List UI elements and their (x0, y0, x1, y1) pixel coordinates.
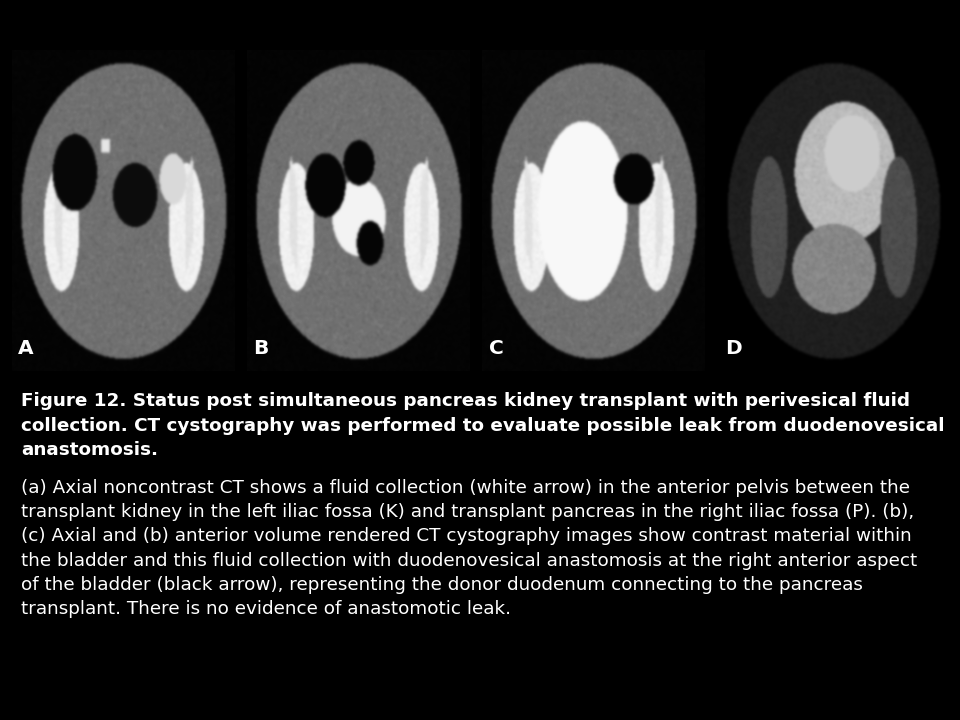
Text: B: B (253, 339, 269, 358)
Text: C: C (489, 339, 503, 358)
Text: A: A (18, 339, 34, 358)
Text: D: D (725, 339, 742, 358)
Text: (a) Axial noncontrast CT shows a fluid collection (white arrow) in the anterior : (a) Axial noncontrast CT shows a fluid c… (21, 479, 918, 618)
Text: Figure 12. Status post simultaneous pancreas kidney transplant with perivesical : Figure 12. Status post simultaneous panc… (21, 392, 945, 459)
